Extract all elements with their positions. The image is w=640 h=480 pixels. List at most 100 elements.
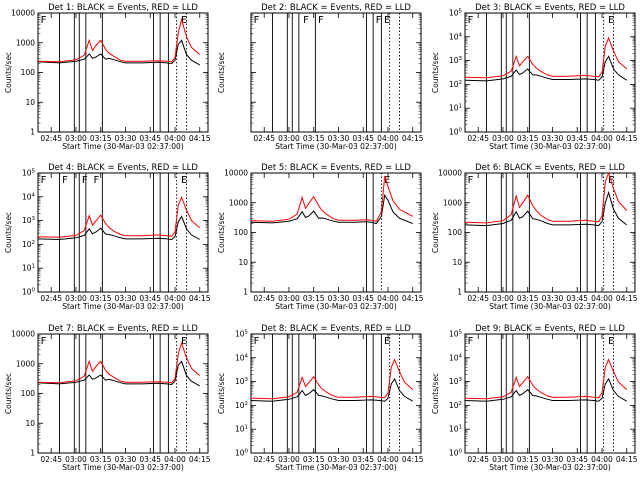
flag-label: F	[254, 15, 260, 26]
x-tick-label: 03:45	[566, 455, 588, 464]
flag-label: F	[254, 336, 260, 347]
x-tick-label: 03:30	[542, 134, 564, 143]
y-tick-label: 10000	[224, 169, 248, 178]
x-tick-label: 03:30	[115, 455, 137, 464]
x-tick-label: 02:45	[253, 134, 275, 143]
flag-label: E	[181, 15, 187, 26]
y-axis-label: Counts/sec	[431, 52, 440, 93]
x-axis-label: Start Time (30-Mar-03 02:37:00)	[62, 463, 184, 472]
y-axis-label: Counts/sec	[4, 52, 13, 93]
x-tick-label: 03:45	[139, 455, 161, 464]
series-lld-line	[464, 36, 628, 79]
y-tick-label: 1000	[443, 198, 462, 207]
series-lld-line	[464, 358, 628, 400]
x-tick-label: 03:45	[139, 134, 161, 143]
y-tick-label: 105	[22, 169, 36, 178]
y-tick-label: 102	[22, 240, 35, 249]
flag-label: F	[41, 175, 47, 186]
y-tick-label: 1	[30, 449, 35, 458]
y-tick-label: 1	[457, 288, 462, 297]
x-tick-label: 03:15	[90, 455, 112, 464]
y-axis-label: Counts/sec	[431, 212, 440, 253]
x-tick-label: 04:15	[616, 134, 638, 143]
chart-title: Det 5: BLACK = Events, RED = LLD	[261, 163, 411, 173]
x-tick-label: 04:00	[164, 294, 186, 303]
x-tick-label: 03:00	[278, 134, 300, 143]
x-tick-label: 03:45	[352, 134, 374, 143]
x-tick-label: 03:00	[278, 455, 300, 464]
x-tick-label: 04:00	[591, 455, 613, 464]
y-tick-label: 104	[449, 353, 463, 362]
x-tick-label: 04:15	[402, 134, 424, 143]
x-axis-label: Start Time (30-Mar-03 02:37:00)	[62, 302, 184, 311]
x-tick-label: 04:15	[189, 455, 211, 464]
x-axis-label: Start Time (30-Mar-03 02:37:00)	[275, 463, 397, 472]
flag-label: F	[93, 175, 99, 186]
x-tick-label: 02:45	[40, 294, 62, 303]
x-tick-label: 02:45	[253, 455, 275, 464]
x-tick-label: 02:45	[40, 455, 62, 464]
y-tick-label: 100	[21, 389, 36, 398]
x-tick-label: 04:00	[591, 134, 613, 143]
series-lld-line	[37, 341, 201, 384]
x-tick-label: 03:00	[492, 455, 514, 464]
y-tick-label: 100	[235, 449, 249, 458]
y-tick-label: 101	[22, 264, 35, 273]
x-tick-label: 04:15	[402, 294, 424, 303]
x-tick-label: 04:00	[377, 294, 399, 303]
y-tick-label: 105	[235, 330, 249, 339]
chart-title: Det 9: BLACK = Events, RED = LLD	[475, 324, 625, 334]
series-events-line	[250, 193, 413, 225]
y-tick-label: 103	[449, 377, 463, 386]
y-axis-label: Counts/sec	[431, 373, 440, 414]
x-tick-label: 03:15	[517, 294, 539, 303]
y-tick-label: 103	[22, 216, 36, 225]
y-axis-label: Counts/sec	[217, 212, 226, 253]
y-tick-label: 1000	[229, 198, 248, 207]
flag-label: F	[41, 15, 47, 26]
x-tick-label: 03:30	[328, 134, 350, 143]
x-tick-label: 03:45	[566, 134, 588, 143]
chart-title: Det 6: BLACK = Events, RED = LLD	[475, 163, 625, 173]
flag-label: E	[608, 15, 614, 26]
flag-label: F	[41, 336, 47, 347]
flag-label: E	[181, 336, 187, 347]
y-tick-label: 103	[235, 377, 249, 386]
plot-frame	[250, 333, 422, 454]
x-tick-label: 04:15	[189, 134, 211, 143]
flag-label: F	[62, 175, 68, 186]
x-tick-label: 04:00	[164, 455, 186, 464]
x-tick-label: 03:00	[492, 134, 514, 143]
series-events-line	[464, 190, 628, 227]
y-tick-label: 1000	[16, 38, 35, 47]
y-tick-label: 100	[21, 68, 36, 77]
flag-label: F	[468, 336, 474, 347]
chart-title: Det 4: BLACK = Events, RED = LLD	[48, 163, 198, 173]
x-tick-label: 03:45	[352, 294, 374, 303]
x-tick-label: 03:00	[278, 294, 300, 303]
x-tick-label: 03:30	[542, 455, 564, 464]
y-tick-label: 103	[449, 56, 463, 65]
series-events-line	[37, 39, 200, 66]
x-tick-label: 04:00	[164, 134, 186, 143]
x-tick-label: 03:15	[90, 134, 112, 143]
plot-frame	[37, 333, 209, 454]
y-tick-label: 10	[25, 419, 35, 428]
chart-panel-5: Det 5: BLACK = Events, RED = LLD E 1 10 100 1…	[217, 163, 424, 311]
x-tick-label: 04:00	[377, 455, 399, 464]
series-lld-line	[250, 358, 414, 400]
plot-frame	[37, 12, 209, 133]
x-tick-label: 02:45	[467, 294, 489, 303]
y-tick-label: 10000	[438, 169, 462, 178]
x-axis-label: Start Time (30-Mar-03 02:37:00)	[489, 302, 611, 311]
flag-label: F	[468, 15, 474, 26]
y-tick-label: 10	[25, 98, 35, 107]
x-tick-label: 02:45	[467, 134, 489, 143]
x-tick-label: 03:30	[115, 294, 137, 303]
flag-label: F	[376, 15, 382, 26]
y-axis-label: Counts/sec	[217, 52, 226, 93]
x-tick-label: 03:00	[65, 134, 87, 143]
series-events-line	[250, 377, 413, 402]
